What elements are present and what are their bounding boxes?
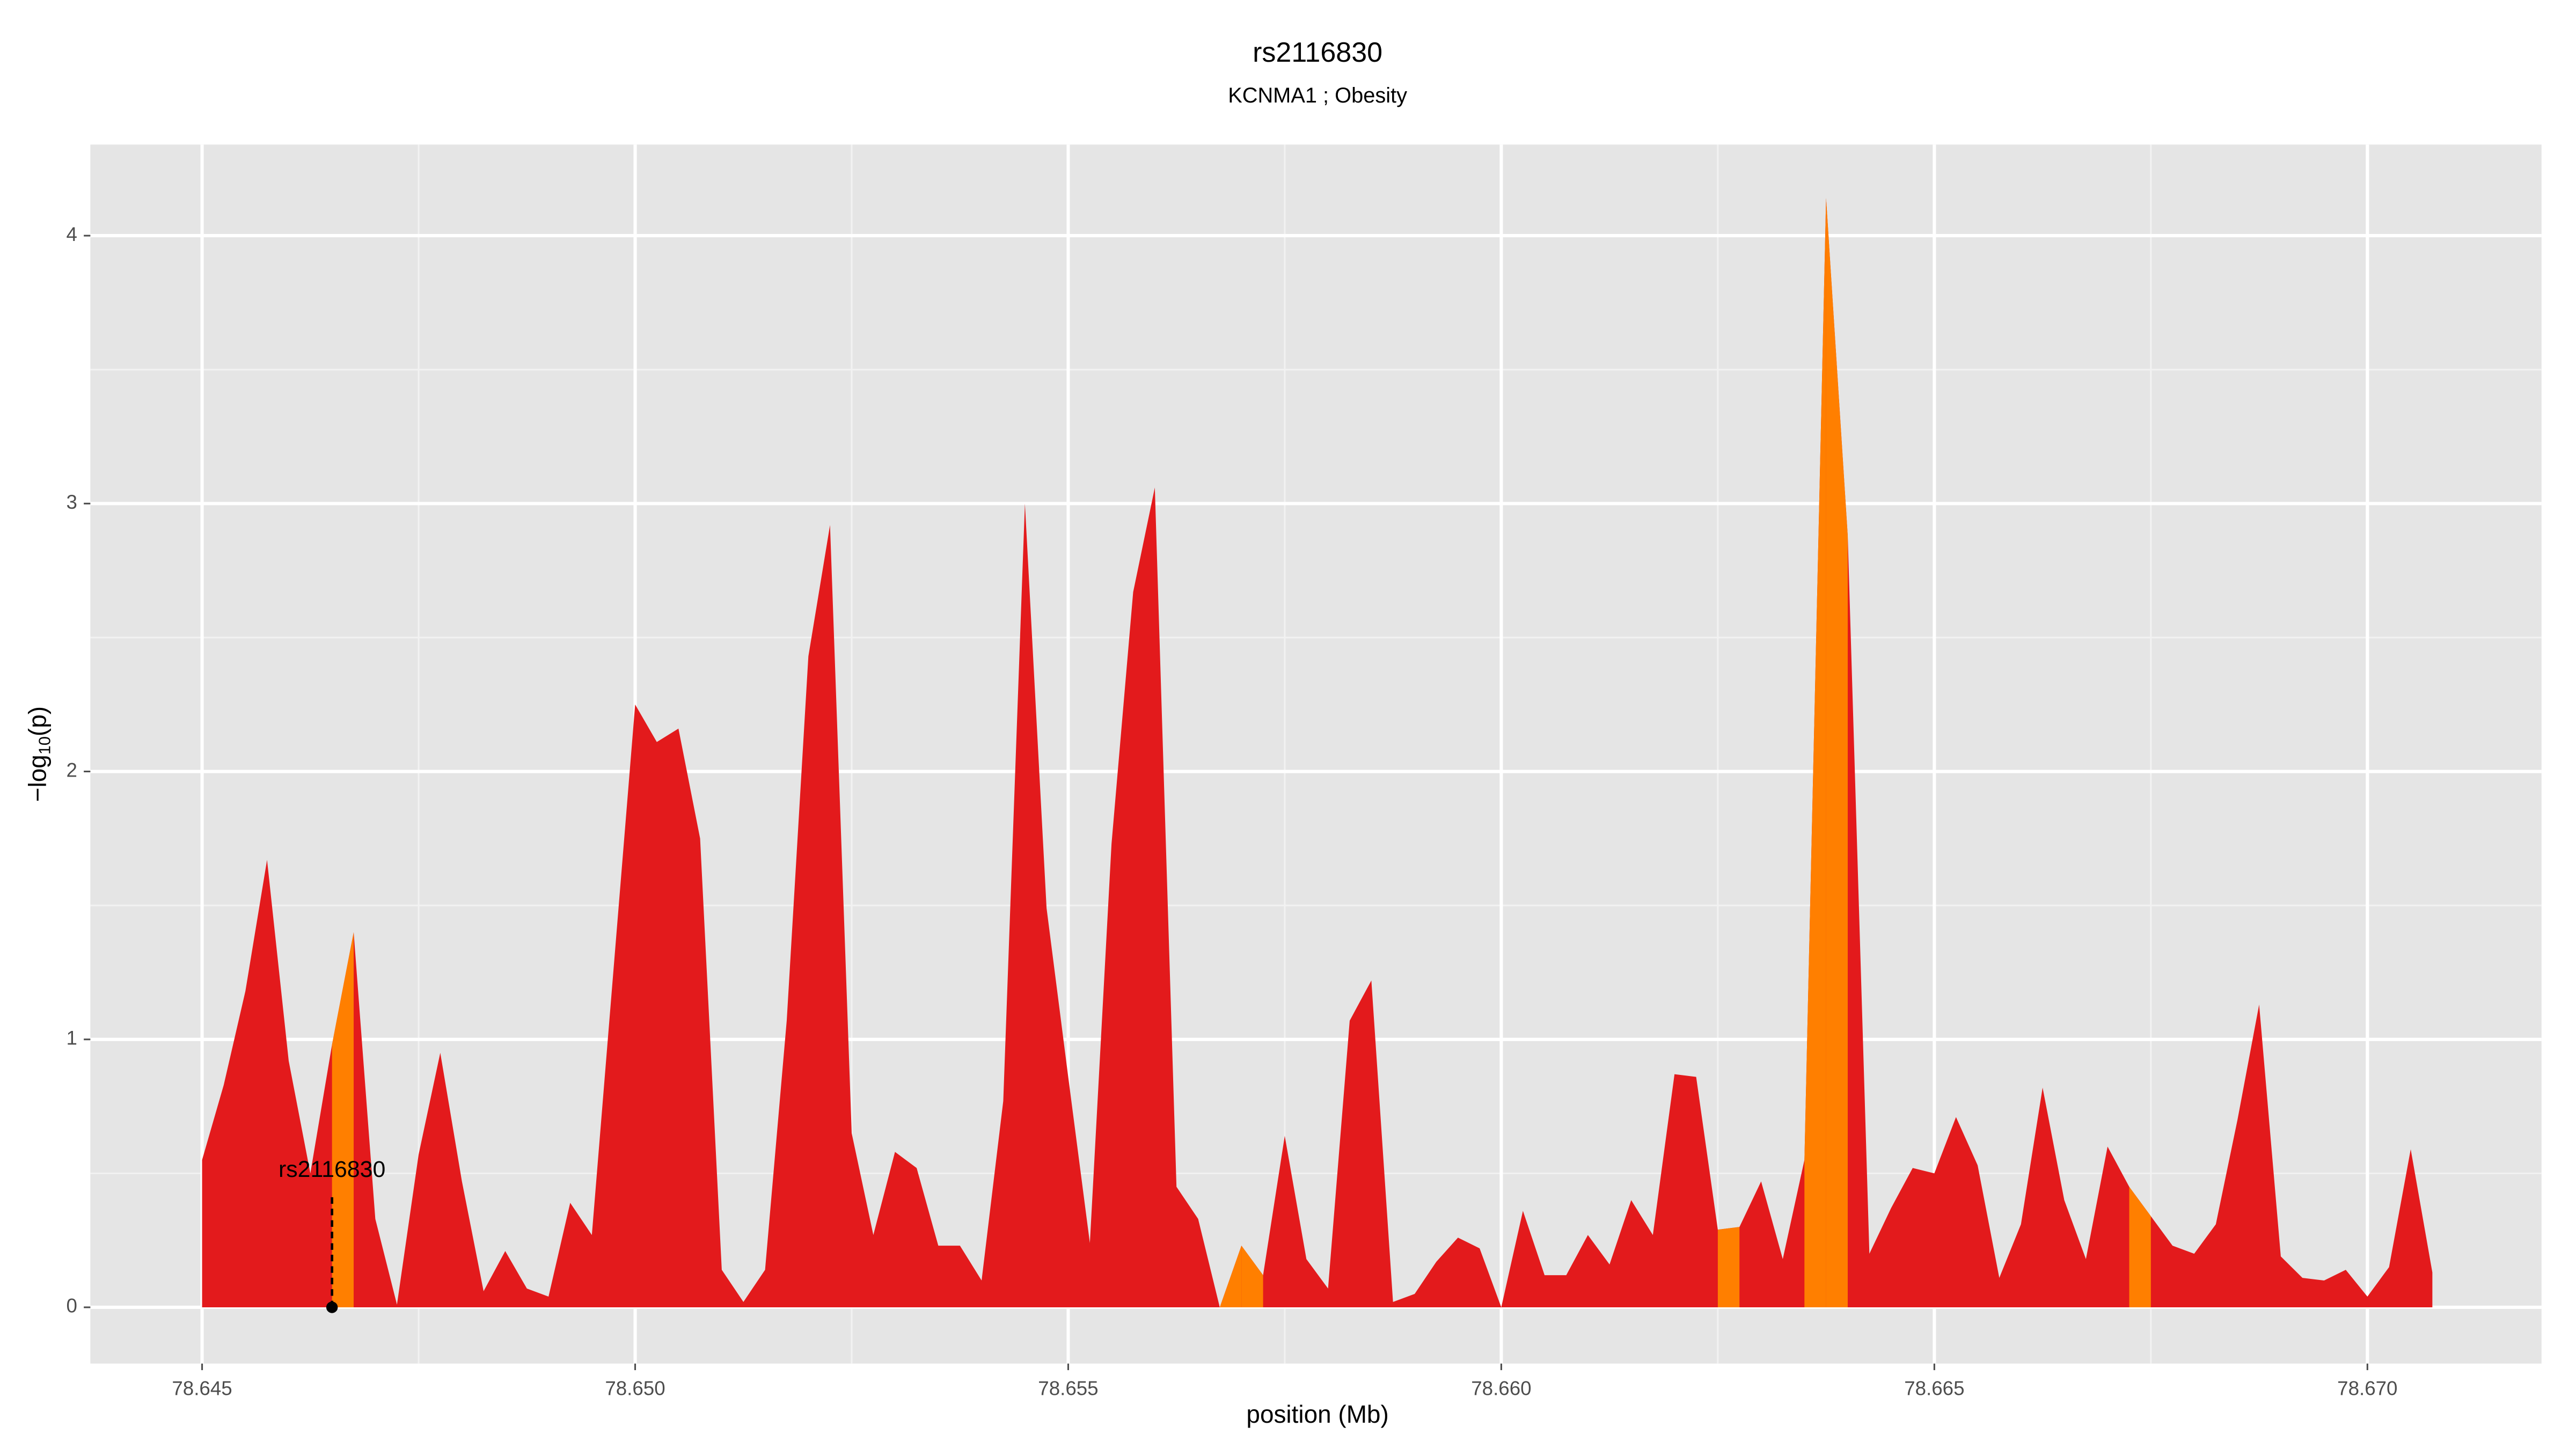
y-axis-title: −log10(p) bbox=[24, 706, 54, 802]
annotation-label: rs2116830 bbox=[279, 1157, 385, 1182]
x-axis-title: position (Mb) bbox=[1246, 1400, 1388, 1428]
y-tick-label: 0 bbox=[66, 1295, 77, 1317]
chart-title: rs2116830 bbox=[1253, 37, 1382, 68]
y-axis-title-main: −log bbox=[24, 755, 52, 802]
x-tick-label: 78.670 bbox=[2337, 1377, 2397, 1399]
y-tick-label: 2 bbox=[66, 759, 77, 781]
x-tick-label: 78.665 bbox=[1904, 1377, 1964, 1399]
highlighted-area bbox=[1804, 198, 1826, 1307]
y-tick-label: 1 bbox=[66, 1027, 77, 1049]
marks: rs2116830 bbox=[202, 198, 2433, 1313]
annotation-point bbox=[326, 1301, 338, 1313]
x-tick-label: 78.645 bbox=[172, 1377, 232, 1399]
y-axis-title-sub: 10 bbox=[36, 736, 54, 755]
x-tick-label: 78.660 bbox=[1471, 1377, 1531, 1399]
highlighted-area bbox=[1826, 198, 1848, 1307]
plot-panel bbox=[90, 144, 2542, 1364]
highlighted-area bbox=[1717, 1227, 1740, 1307]
x-tick-label: 78.650 bbox=[605, 1377, 665, 1399]
highlighted-area bbox=[332, 932, 354, 1307]
x-tick-label: 78.655 bbox=[1038, 1377, 1098, 1399]
y-tick-label: 3 bbox=[66, 491, 77, 513]
y-tick-label: 4 bbox=[66, 223, 77, 245]
chart-subtitle: KCNMA1 ; Obesity bbox=[1228, 84, 1407, 107]
highlighted-area bbox=[2129, 1187, 2151, 1307]
highlighted-area bbox=[1219, 1246, 1242, 1307]
highlighted-area bbox=[1241, 1246, 1263, 1307]
y-axis-title-after: (p) bbox=[24, 706, 52, 736]
area bbox=[202, 198, 2433, 1307]
